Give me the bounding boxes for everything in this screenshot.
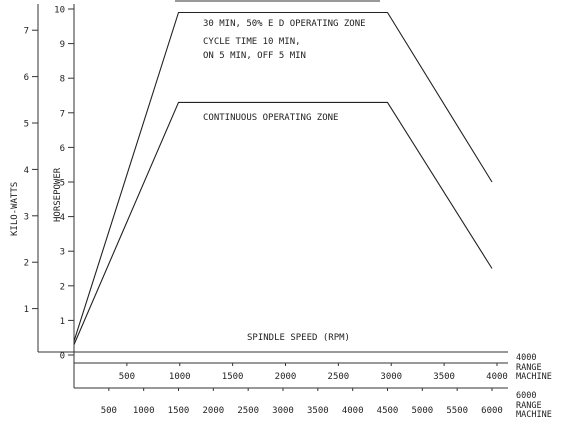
x6000-tick-label: 3500 [307,406,329,416]
range-4000-label: 4000 RANGE MACHINE [516,353,552,382]
hp-tick-label: 7 [60,109,65,119]
hp-tick-label: 9 [60,40,65,50]
x6000-tick-label: 2000 [202,406,224,416]
x6000-tick-label: 4000 [342,406,364,416]
x4000-tick-label: 2500 [328,372,350,382]
x-axis-label: SPINDLE SPEED (RPM) [247,333,350,343]
x6000-tick-label: 1000 [133,406,155,416]
series-line-30min [73,11,493,342]
annotation-continuous: CONTINUOUS OPERATING ZONE [203,113,339,123]
annotation-30min: 30 MIN, 50% E D OPERATING ZONE [203,19,366,29]
kw-tick-label: 2 [24,259,29,269]
x6000-tick-label: 1500 [168,406,190,416]
x6000-tick-label: 500 [101,406,117,416]
hp-tick-label: 4 [60,213,65,223]
x4000-tick-label: 2000 [275,372,297,382]
x6000-tick-label: 3000 [272,406,294,416]
kw-tick-label: 7 [24,27,29,37]
x4000-tick-label: 3500 [433,372,455,382]
hp-tick-label: 6 [60,144,65,154]
x6000-tick-label: 5000 [411,406,433,416]
kw-tick-label: 5 [24,120,29,130]
range-6000-label: 6000 RANGE MACHINE [516,391,552,420]
hp-tick-label: 5 [60,179,65,189]
x6000-tick-label: 4500 [377,406,399,416]
ticks: 1 2 3 4 5 6 7 0 1 2 3 4 5 6 7 8 9 10 500 1000 1500 2000 2500 30… [24,6,508,417]
x6000-tick-label: 5500 [446,406,468,416]
x4000-tick-label: 500 [119,372,135,382]
kw-tick-label: 6 [24,73,29,83]
kw-tick-label: 1 [24,305,29,315]
x4000-tick-label: 3000 [380,372,402,382]
x6000-tick-label: 2500 [237,406,259,416]
hp-tick-label: 10 [54,6,65,16]
hp-tick-label: 1 [60,317,65,327]
x4000-tick-label: 1500 [222,372,244,382]
x4000-tick-label: 4000 [486,372,508,382]
x4000-tick-label: 1000 [169,372,191,382]
hp-tick-label: 0 [60,352,65,362]
annotation-on-off: ON 5 MIN, OFF 5 MIN [203,51,306,61]
series-lines [73,11,493,345]
annotation-cycle-time: CYCLE TIME 10 MIN, [203,37,301,47]
kw-tick-label: 4 [24,166,29,176]
hp-tick-label: 2 [60,282,65,292]
x6000-tick-label: 6000 [481,406,503,416]
series-line-continuous [73,101,493,345]
hp-tick-label: 8 [60,75,65,85]
kw-axis-label: KILO-WATTS [10,181,20,236]
hp-axis-label: HORSEPOWER [53,167,63,222]
kw-tick-label: 3 [24,212,29,222]
hp-tick-label: 3 [60,248,65,258]
axes [37,0,508,389]
